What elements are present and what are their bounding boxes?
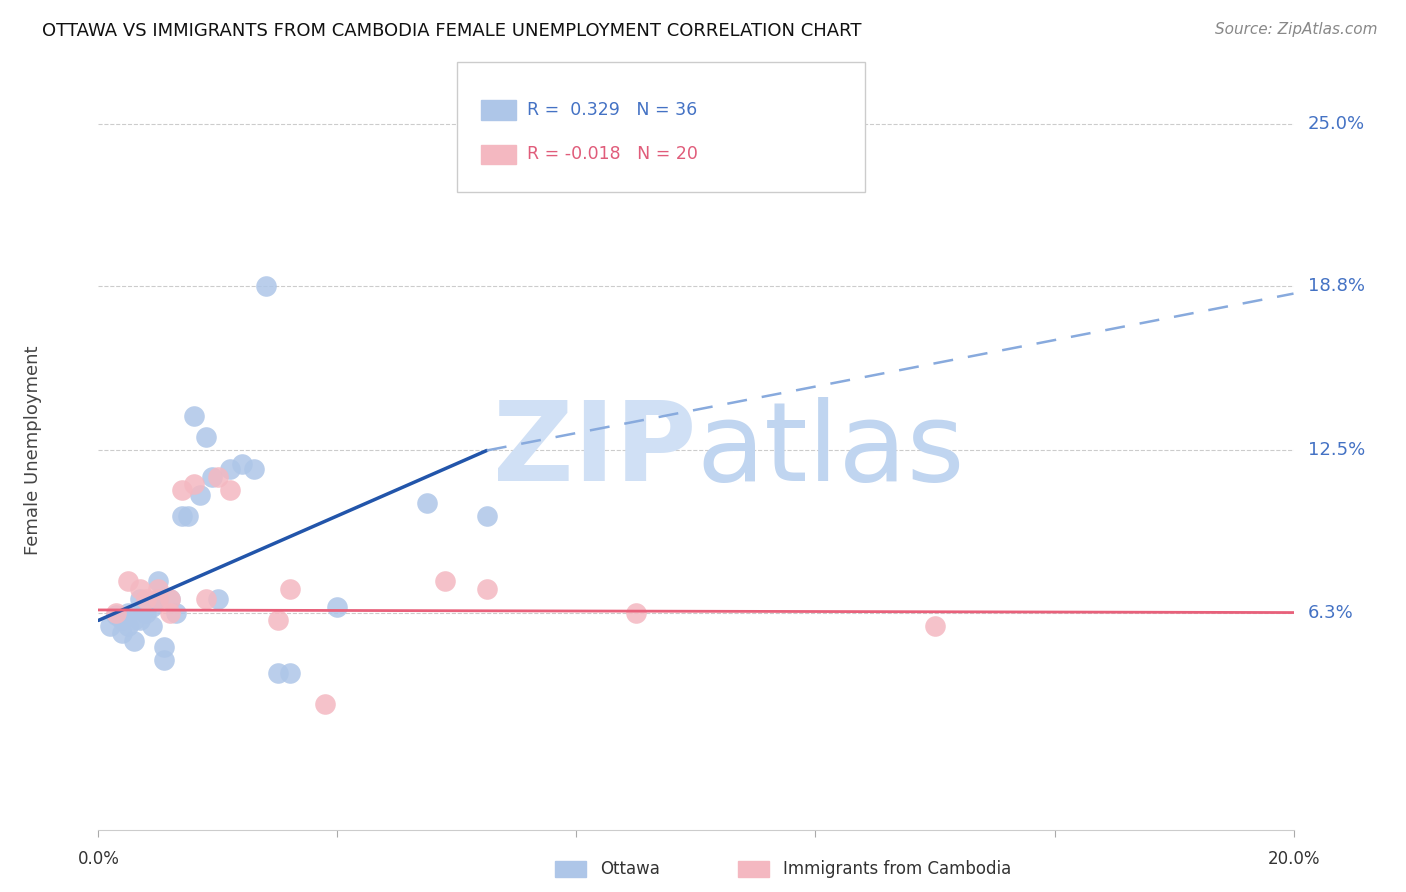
Text: Source: ZipAtlas.com: Source: ZipAtlas.com: [1215, 22, 1378, 37]
Point: [434, 574, 457, 589]
Point: [129, 614, 152, 628]
Point: [924, 618, 946, 632]
Text: R =  0.329   N = 36: R = 0.329 N = 36: [527, 101, 697, 119]
Point: [183, 409, 205, 424]
Point: [105, 608, 128, 623]
Point: [315, 697, 337, 711]
Point: [124, 634, 146, 648]
Text: Ottawa: Ottawa: [600, 860, 661, 878]
Point: [148, 592, 170, 607]
Text: Female Unemployment: Female Unemployment: [24, 346, 42, 555]
Point: [98, 618, 122, 632]
Point: [148, 582, 170, 596]
Point: [135, 592, 157, 607]
Point: [117, 618, 139, 632]
Point: [201, 469, 224, 483]
Point: [475, 508, 498, 523]
Point: [159, 606, 181, 620]
Point: [153, 652, 176, 666]
Point: [159, 592, 181, 607]
Point: [105, 606, 128, 620]
Point: [254, 278, 277, 293]
Point: [111, 626, 134, 640]
Point: [135, 600, 157, 615]
Point: [278, 665, 301, 680]
Point: [278, 582, 301, 596]
Point: [135, 606, 157, 620]
Text: R = -0.018   N = 20: R = -0.018 N = 20: [527, 145, 699, 163]
Point: [148, 574, 170, 589]
Point: [207, 469, 229, 483]
Text: 20.0%: 20.0%: [1267, 850, 1320, 869]
Text: OTTAWA VS IMMIGRANTS FROM CAMBODIA FEMALE UNEMPLOYMENT CORRELATION CHART: OTTAWA VS IMMIGRANTS FROM CAMBODIA FEMAL…: [42, 22, 862, 40]
Point: [267, 614, 290, 628]
Point: [153, 640, 176, 654]
Point: [172, 508, 194, 523]
Point: [129, 582, 152, 596]
Point: [231, 457, 253, 471]
Text: 0.0%: 0.0%: [77, 850, 120, 869]
Text: 25.0%: 25.0%: [1308, 115, 1365, 133]
Point: [243, 462, 266, 476]
Text: atlas: atlas: [696, 397, 965, 504]
Point: [165, 606, 187, 620]
Point: [195, 592, 218, 607]
Point: [141, 618, 163, 632]
Point: [219, 462, 242, 476]
Point: [177, 508, 200, 523]
Point: [172, 483, 194, 497]
Point: [195, 430, 218, 444]
Text: ZIP: ZIP: [492, 397, 696, 504]
Point: [207, 592, 229, 607]
Point: [267, 665, 290, 680]
Text: 18.8%: 18.8%: [1308, 277, 1365, 294]
Point: [326, 600, 349, 615]
Text: 6.3%: 6.3%: [1308, 604, 1354, 622]
Point: [183, 477, 205, 491]
Point: [148, 592, 170, 607]
Point: [124, 614, 146, 628]
Point: [188, 488, 211, 502]
Point: [111, 614, 134, 628]
Text: Immigrants from Cambodia: Immigrants from Cambodia: [783, 860, 1011, 878]
Text: 12.5%: 12.5%: [1308, 442, 1365, 459]
Point: [117, 574, 139, 589]
Point: [416, 496, 439, 510]
Point: [219, 483, 242, 497]
Point: [117, 606, 139, 620]
Point: [626, 606, 648, 620]
Point: [159, 592, 181, 607]
Point: [129, 592, 152, 607]
Point: [475, 582, 498, 596]
Point: [141, 600, 163, 615]
